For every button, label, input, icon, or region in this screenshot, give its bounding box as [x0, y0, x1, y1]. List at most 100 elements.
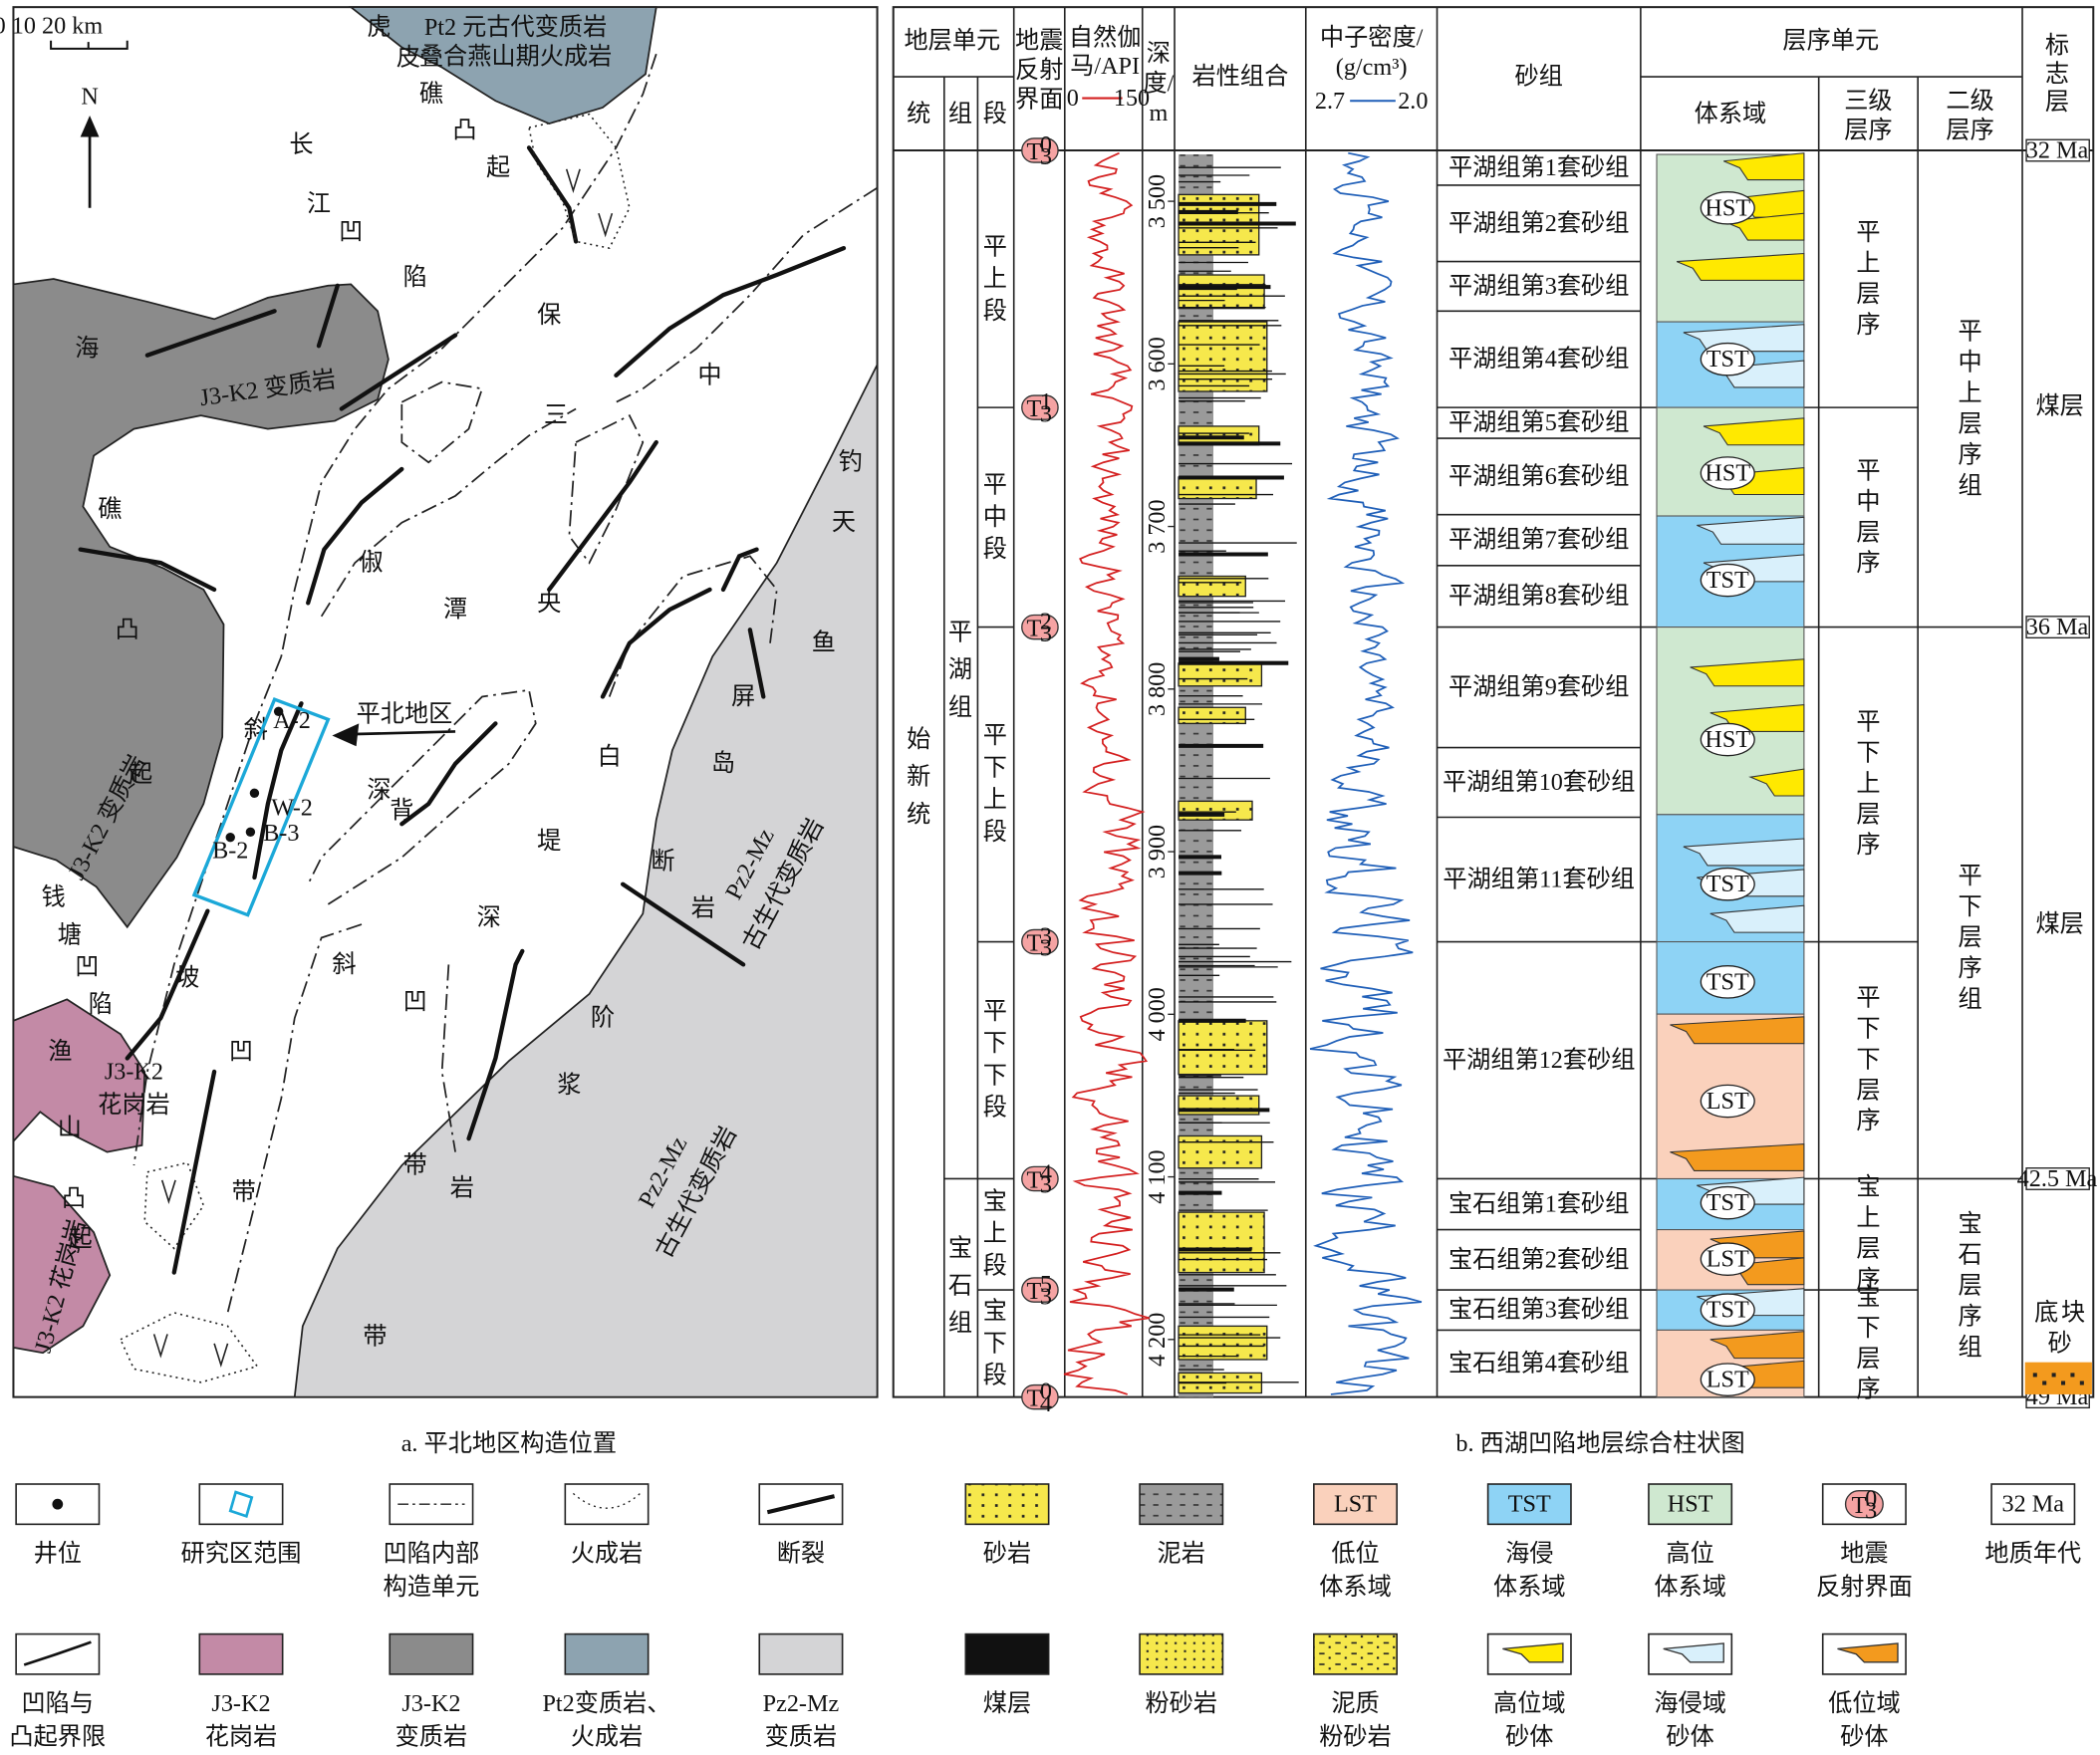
third-order-label: 平下下层序: [1856, 984, 1880, 1134]
sand-group: 平湖组第11套砂组: [1443, 867, 1635, 893]
metamorphic-region: [12, 278, 390, 929]
legend-label: Pt2变质岩、: [542, 1690, 670, 1717]
legend-label: 断裂: [777, 1540, 825, 1567]
fault: [600, 587, 712, 699]
second-order-label: 平下层序组: [1958, 863, 1981, 1013]
sandstone: [1178, 800, 1253, 821]
tract-badge: [1700, 1185, 1755, 1220]
legend-icon: [1486, 1483, 1572, 1526]
legend-icon: [964, 1483, 1050, 1526]
legend-icon-text: TST: [1508, 1491, 1551, 1518]
seismic-label: T: [1026, 1166, 1041, 1193]
header: 中子密度/: [1320, 25, 1424, 52]
sandstone: [1178, 1211, 1265, 1274]
header: 地震: [1015, 27, 1063, 54]
structural-boundary: [568, 414, 645, 565]
structural-boundary: [320, 407, 577, 618]
header: 2.7: [1315, 88, 1345, 115]
tract-label: TST: [1706, 968, 1749, 995]
legend-icon: [1648, 1483, 1733, 1526]
legend-symbol: [228, 1490, 254, 1518]
basal-sand-dot: [2070, 1373, 2075, 1378]
header: 层序: [1844, 117, 1892, 143]
legend-label: 构造单元: [384, 1574, 480, 1601]
legend-icon: [1990, 1483, 2076, 1526]
fault: [747, 627, 766, 699]
header: 自然伽: [1069, 25, 1142, 52]
legend-label: Pz2-Mz: [763, 1690, 840, 1717]
legend-label: 高位: [1666, 1540, 1713, 1567]
legend-label: 研究区范围: [181, 1540, 302, 1567]
legend-icon: [1139, 1483, 1224, 1526]
structural-boundary: [400, 380, 484, 464]
legend-icon: [389, 1632, 474, 1675]
scale-bar-label: 0 10 20 km: [0, 12, 103, 39]
caption: b. 西湖凹陷地层综合柱状图: [1455, 1430, 1744, 1457]
seismic-label: 3: [1040, 935, 1052, 962]
fault: [720, 547, 759, 593]
sand-group: 平湖组第2套砂组: [1448, 210, 1629, 237]
tract-label: TST: [1706, 871, 1749, 897]
legend-symbol: [1663, 1642, 1724, 1663]
legend-label: 砂岩: [983, 1540, 1031, 1567]
seismic-marker: [1021, 394, 1059, 420]
legend-label: 低位域: [1828, 1690, 1901, 1717]
seismic-marker: [1021, 1165, 1059, 1192]
third-order-label: 平上层序: [1856, 219, 1880, 339]
legend-symbol: [52, 1498, 64, 1510]
sandstone: [1178, 1020, 1268, 1076]
well: [273, 706, 284, 717]
legend-label: 凹陷与: [22, 1690, 95, 1717]
member-label: 平下上段: [983, 722, 1007, 846]
legend-icon-text: 3: [1865, 1497, 1877, 1524]
legend-label: 火成岩: [571, 1724, 644, 1751]
legend-label: 体系域: [1493, 1574, 1566, 1601]
legend-label: J3-K2: [401, 1690, 460, 1717]
third-order-label: 平中层序: [1856, 457, 1880, 577]
depth-label: 3 600: [1144, 337, 1171, 390]
legend-label: 煤层: [983, 1690, 1031, 1717]
age-box: [2025, 616, 2090, 639]
hst-sand: [1748, 768, 1805, 797]
basal-sand-dot: [2032, 1373, 2037, 1378]
header: 深: [1147, 41, 1171, 68]
fault: [526, 145, 579, 244]
legend-symbol: [1844, 1490, 1884, 1519]
tract-label: TST: [1706, 1189, 1749, 1216]
tract-badge: [1700, 965, 1755, 999]
tract-label: LST: [1706, 1367, 1749, 1393]
sand-group: 平湖组第6套砂组: [1448, 463, 1629, 490]
sandstone: [1178, 662, 1263, 687]
fault: [306, 466, 404, 606]
age-box: [2025, 138, 2090, 162]
granite-region: [12, 1174, 112, 1355]
location-arrow: [351, 730, 456, 736]
basal-sand-dot: [2079, 1380, 2084, 1385]
tract-badge: [1700, 1293, 1755, 1328]
depth-label: 3 500: [1144, 174, 1171, 228]
sand-group: 平湖组第8套砂组: [1448, 583, 1629, 610]
map-label: J3-K2: [105, 1058, 163, 1085]
seismic-label: 3: [1040, 1283, 1052, 1310]
basal-sand: [2024, 1362, 2092, 1394]
age-box: [2025, 1167, 2090, 1190]
legend-symbol: [1502, 1642, 1564, 1663]
tract-label: HST: [1705, 726, 1750, 753]
depth-label: 3 700: [1144, 499, 1171, 553]
tract-badge: [1700, 191, 1755, 225]
legend-label: 反射界面: [1816, 1574, 1913, 1601]
igneous-symbol: [213, 1343, 229, 1369]
well: [245, 827, 256, 837]
legend-icon: [198, 1632, 284, 1675]
legend-label: 变质岩: [395, 1724, 468, 1751]
header: 三级: [1844, 88, 1892, 115]
tract-badge: [1700, 1363, 1755, 1396]
age-label: 36 Ma: [2026, 614, 2089, 640]
structural-boundary: [440, 964, 456, 1152]
header: 层序单元: [1782, 27, 1879, 54]
well-label: A-2: [273, 707, 311, 734]
depth-label: 4 200: [1144, 1313, 1171, 1367]
header: 岩性组合: [1192, 64, 1289, 91]
igneous-body: [143, 1161, 205, 1250]
header: (g/cm³): [1336, 54, 1408, 81]
